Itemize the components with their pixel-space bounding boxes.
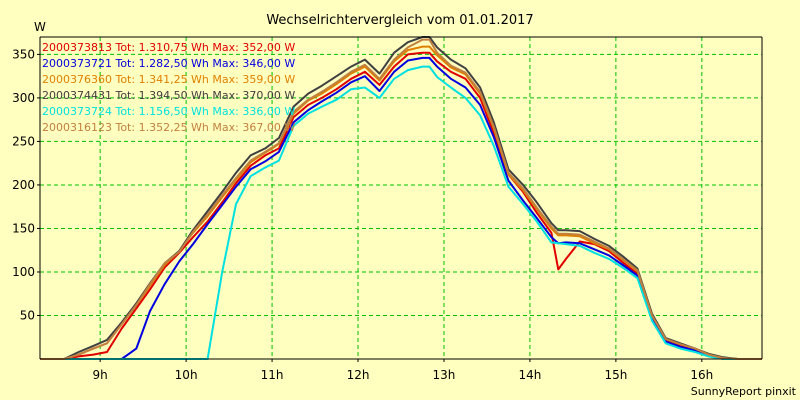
x-tick-label: 13h <box>433 368 456 382</box>
y-tick-label: 50 <box>20 308 35 322</box>
y-tick-label: 100 <box>12 265 35 279</box>
series-line-6 <box>40 38 762 360</box>
y-tick-label: 250 <box>12 134 35 148</box>
y-tick-label: 150 <box>12 221 35 235</box>
grid-layer <box>40 37 762 359</box>
plot-area <box>40 37 762 359</box>
legend-entry-3: 2000376360 Tot: 1.341,25 Wh Max: 359,00 … <box>42 73 295 86</box>
x-tick-label: 9h <box>93 368 108 382</box>
axis-layer: 50 100 150 200 250 300 350 9h 10h 11h 12h 13h 14h 15h… <box>12 36 763 382</box>
x-tick-label: 15h <box>604 368 627 382</box>
legend-entry-4: 2000374431 Tot: 1.394,50 Wh Max: 370,00 … <box>42 89 295 102</box>
x-tick-label: 16h <box>690 368 713 382</box>
chart-title: Wechselrichtervergleich vom 01.01.2017 <box>266 13 533 28</box>
y-tick-label: 300 <box>12 91 35 105</box>
footer-credit: SunnyReport pinxit <box>691 385 797 398</box>
legend-entry-5: 2000373724 Tot: 1.156,50 Wh Max: 336,00 … <box>42 105 295 118</box>
x-tick-label: 14h <box>518 368 541 382</box>
x-tick-label: 12h <box>347 368 370 382</box>
y-tick-label: 200 <box>12 178 35 192</box>
legend-entry-6: 2000316123 Tot: 1.352,25 Wh Max: 367,00 … <box>42 121 295 134</box>
x-tick-label: 11h <box>261 368 284 382</box>
x-tick-label: 10h <box>175 368 198 382</box>
legend-entry-2: 2000373721 Tot: 1.282,50 Wh Max: 346,00 … <box>42 57 295 70</box>
y-axis-label: W <box>34 20 46 34</box>
legend: 2000373813 Tot: 1.310,75 Wh Max: 352,00 … <box>42 41 295 134</box>
y-tick-label: 350 <box>12 47 35 61</box>
legend-entry-1: 2000373813 Tot: 1.310,75 Wh Max: 352,00 … <box>42 41 295 54</box>
